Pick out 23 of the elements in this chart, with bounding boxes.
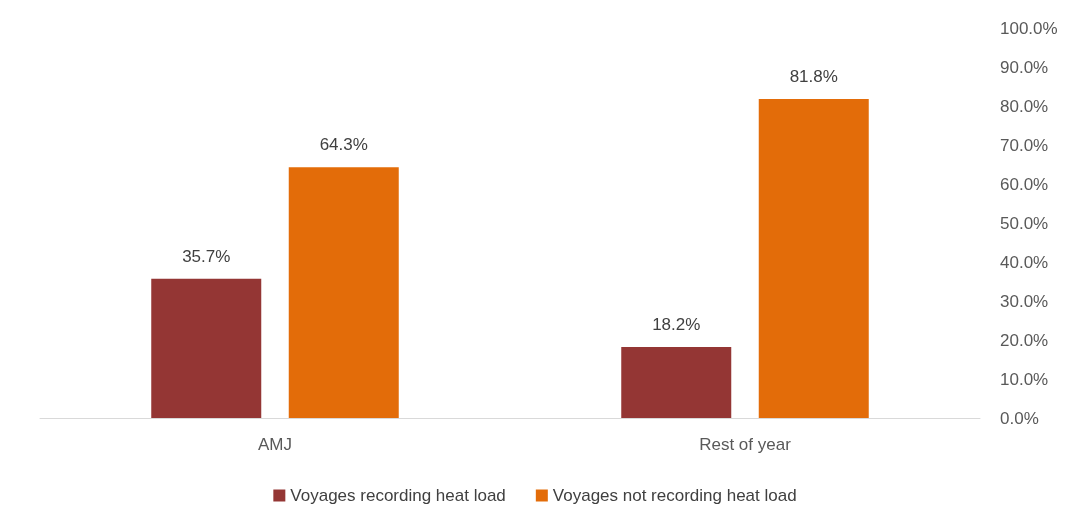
data-label: 35.7% [182,246,231,266]
y-tick-label: 20.0% [1000,330,1049,350]
legend-label: Voyages recording heat load [290,486,506,505]
y-tick-label: 80.0% [1000,96,1049,116]
data-label: 64.3% [319,135,368,155]
y-tick-label: 100.0% [1000,18,1058,38]
bar [151,278,262,418]
y-tick-label: 10.0% [1000,369,1049,389]
y-tick-label: 30.0% [1000,291,1049,311]
y-tick-label: 90.0% [1000,57,1049,77]
bar [288,167,399,418]
bar [621,347,732,418]
y-tick-label: 60.0% [1000,174,1049,194]
bar [758,98,869,418]
y-tick-label: 70.0% [1000,135,1049,155]
y-tick-label: 50.0% [1000,213,1049,233]
data-label: 81.8% [789,66,838,86]
y-tick-label: 0.0% [1000,408,1039,428]
data-label: 18.2% [652,315,701,335]
x-tick-label: Rest of year [699,435,792,454]
x-tick-label: AMJ [258,435,292,454]
y-tick-label: 40.0% [1000,252,1049,272]
legend-label: Voyages not recording heat load [552,486,797,505]
